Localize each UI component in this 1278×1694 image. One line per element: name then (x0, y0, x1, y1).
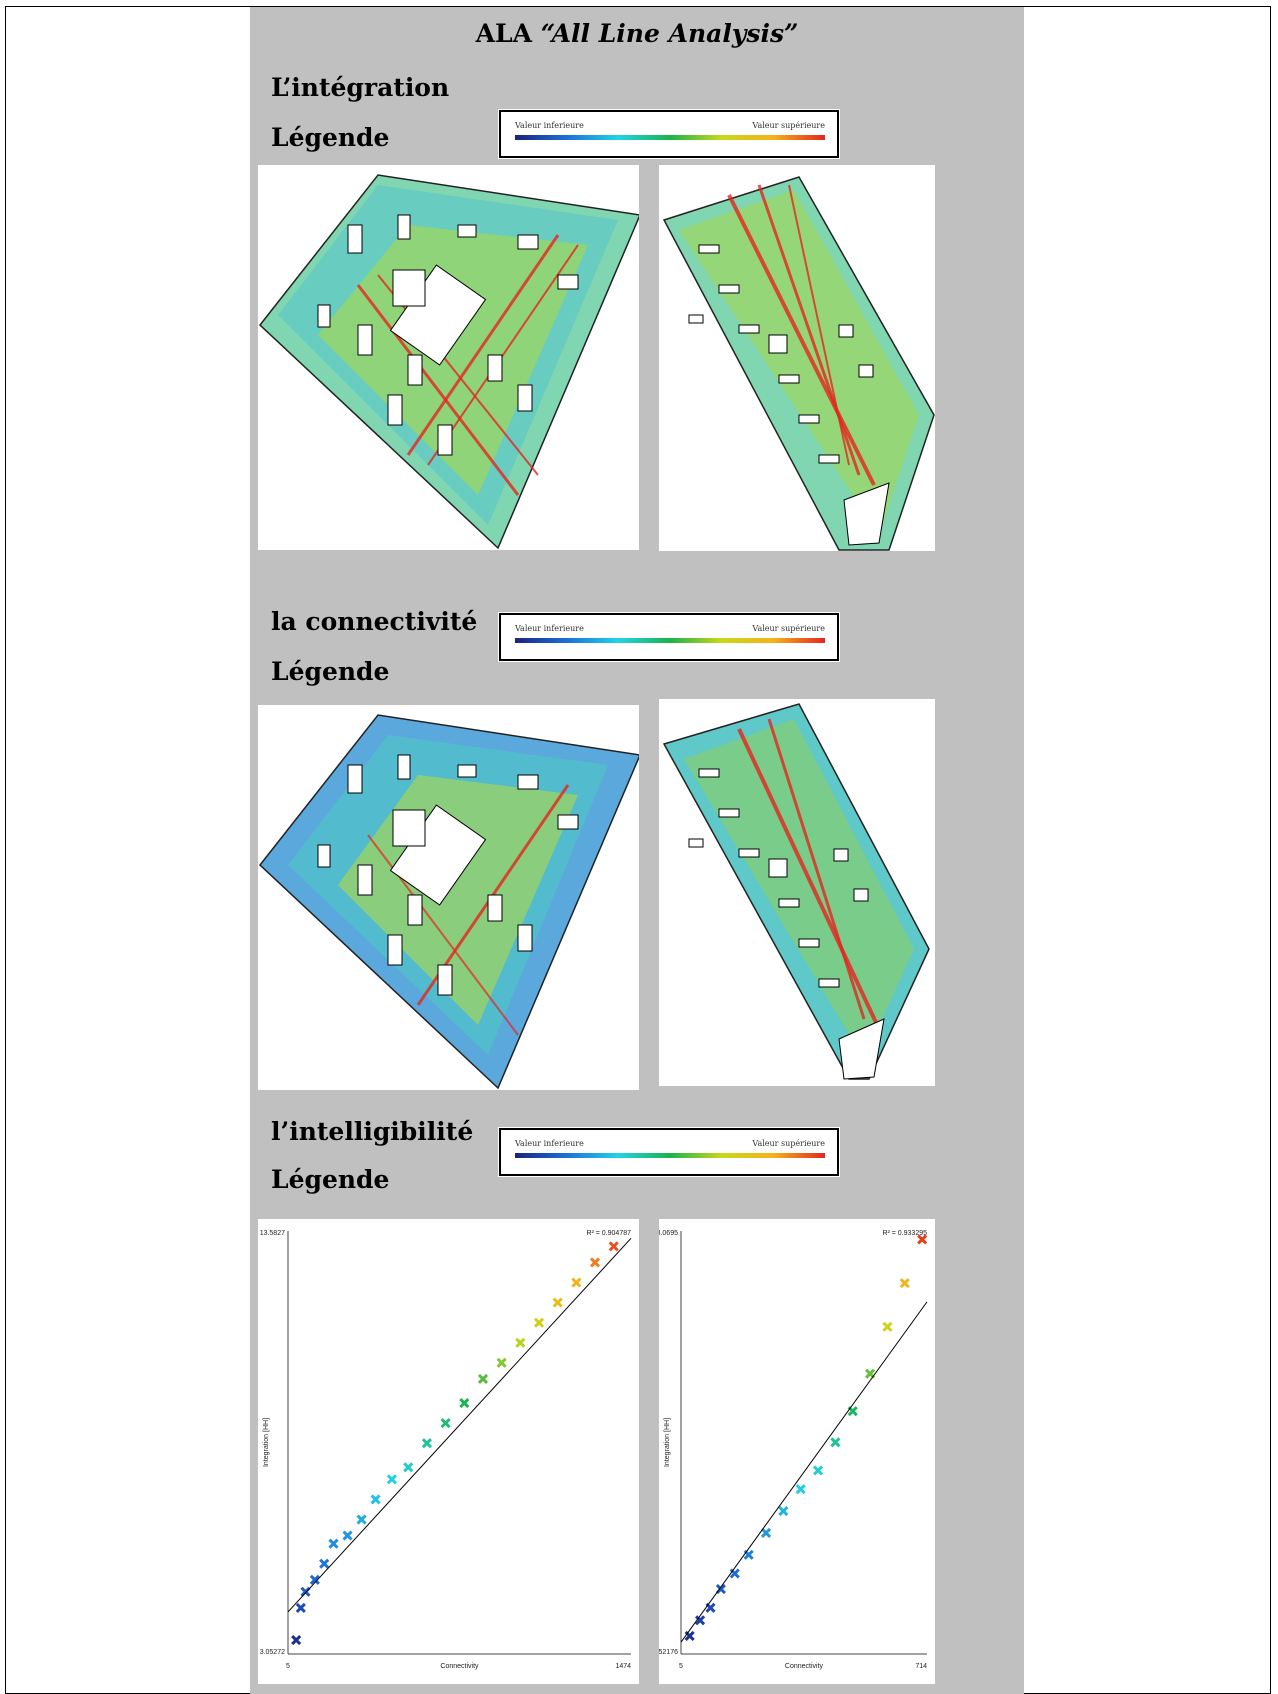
data-point (319, 1558, 330, 1569)
legend-gradient-bar (515, 135, 825, 140)
data-point (309, 1574, 320, 1585)
trend-line (287, 1238, 632, 1613)
data-point (403, 1462, 414, 1473)
legend-high-label: Valeur supérieure (752, 1139, 825, 1148)
data-point (370, 1494, 381, 1505)
data-point (477, 1373, 489, 1384)
connectivity-map-left (258, 705, 639, 1090)
y-tick-min: 4.52176 (659, 1649, 678, 1656)
data-point (778, 1505, 789, 1517)
color-legend-connectivity: Valeur inferieure Valeur supérieure (498, 612, 840, 662)
data-point (386, 1474, 397, 1485)
data-point (328, 1538, 339, 1549)
data-point (917, 1234, 928, 1245)
legend-low-label: Valeur inferieure (515, 624, 584, 633)
data-point (882, 1321, 893, 1332)
y-tick-max: 13.5827 (260, 1230, 285, 1237)
data-point (496, 1357, 507, 1368)
y-tick-max: 18.0695 (659, 1230, 678, 1237)
legend-high-label: Valeur supérieure (752, 624, 825, 633)
data-point (830, 1437, 841, 1448)
data-point (552, 1297, 563, 1308)
data-point (342, 1530, 353, 1541)
legend-low-label: Valeur inferieure (515, 1139, 584, 1148)
data-point (695, 1615, 706, 1626)
data-point (356, 1514, 367, 1525)
data-point (533, 1317, 545, 1328)
y-tick-min: 3.05272 (260, 1649, 285, 1656)
page-title: ALA “All Line Analysis” (475, 19, 799, 48)
scatter-chart-left: 13.5827 3.05272 5 1474 Connectivity R² = 0.90… (258, 1219, 639, 1684)
x-tick-max: 714 (915, 1663, 927, 1670)
x-tick-min: 5 (286, 1663, 290, 1670)
data-point (608, 1241, 619, 1252)
data-point (715, 1584, 726, 1595)
x-axis-label: Connectivity (785, 1663, 824, 1670)
data-point (589, 1257, 601, 1268)
legend-high-label: Valeur supérieure (752, 121, 825, 130)
data-point (812, 1465, 824, 1476)
y-axis-label: Integration [HH] (263, 1418, 270, 1467)
data-point (899, 1278, 910, 1289)
data-point (300, 1586, 311, 1597)
connectivity-map-right (659, 699, 935, 1086)
data-point (760, 1527, 772, 1538)
data-point (291, 1634, 302, 1646)
x-axis-label: Connectivity (440, 1663, 479, 1670)
data-point (440, 1418, 451, 1429)
r-squared-label: R² = 0.933295 (882, 1230, 927, 1237)
y-axis-label: Integration [HH] (664, 1418, 671, 1467)
heading-connectivity: la connectivité (271, 607, 478, 636)
integration-map-left (258, 165, 639, 550)
r-squared-label: R² = 0.904787 (586, 1230, 631, 1237)
x-tick-max: 1474 (615, 1663, 631, 1670)
data-point (421, 1438, 432, 1449)
data-point (684, 1630, 695, 1642)
x-tick-min: 5 (679, 1663, 683, 1670)
heading-intelligibility: l’intelligibilité (271, 1117, 474, 1146)
data-point (295, 1602, 306, 1613)
legend-heading-connectivity: Légende (271, 657, 390, 686)
legend-heading-intelligibility: Légende (271, 1165, 390, 1194)
legend-gradient-bar (515, 1153, 825, 1158)
data-point (459, 1397, 470, 1409)
trend-line (680, 1301, 928, 1643)
legend-low-label: Valeur inferieure (515, 121, 584, 130)
data-point (515, 1337, 526, 1348)
legend-heading-integration: Légende (271, 123, 390, 152)
legend-gradient-bar (515, 638, 825, 643)
color-legend-integration: Valeur inferieure Valeur supérieure (498, 109, 840, 159)
data-point (729, 1568, 740, 1579)
data-point (571, 1277, 582, 1288)
analysis-panel: ALA “All Line Analysis” L’intégration Lé… (250, 7, 1024, 1694)
color-legend-intelligibility: Valeur inferieure Valeur supérieure (498, 1127, 840, 1177)
heading-integration: L’intégration (271, 73, 450, 102)
integration-map-right (659, 165, 935, 551)
data-point (795, 1484, 806, 1495)
